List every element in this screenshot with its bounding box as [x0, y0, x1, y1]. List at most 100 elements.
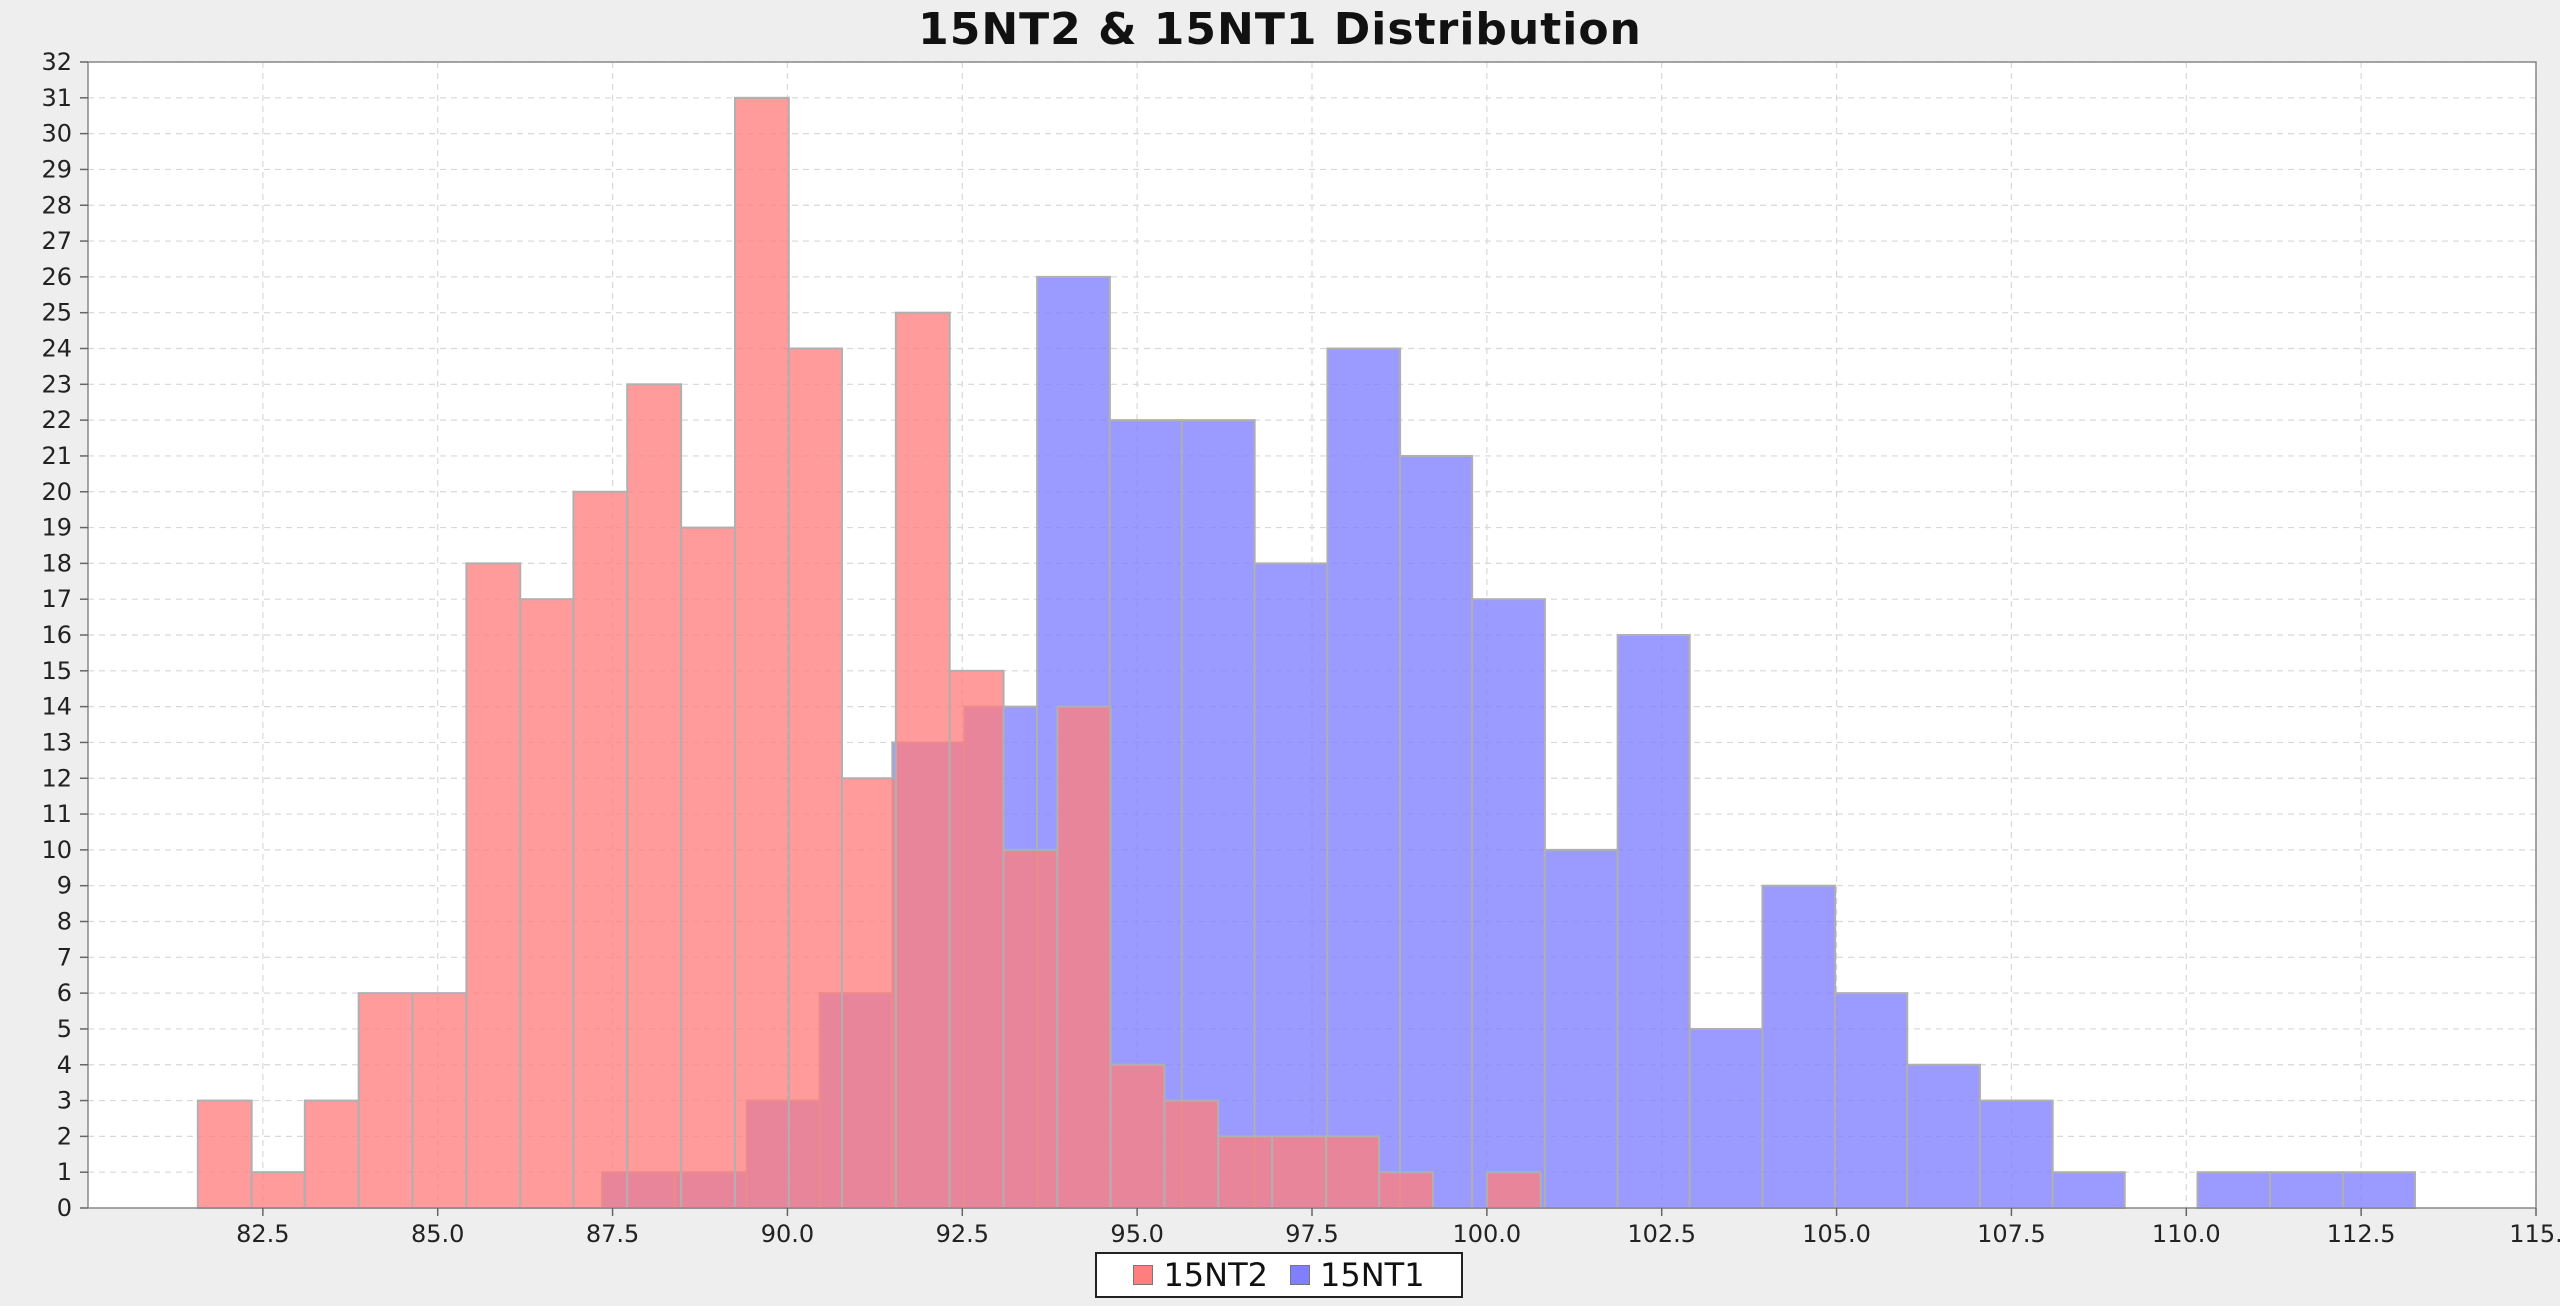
y-tick-label: 6 [57, 979, 72, 1007]
histogram-bar [1109, 1063, 1166, 1209]
y-axis: 0123456789101112131415161718192021222324… [41, 48, 88, 1222]
y-tick-label: 29 [41, 155, 72, 183]
histogram-bar [1378, 1171, 1435, 1209]
histogram-bar [894, 311, 951, 1209]
histogram-bar [519, 598, 575, 1209]
histogram-bar [1761, 884, 1837, 1209]
y-tick-label: 18 [41, 549, 72, 577]
y-tick-label: 26 [41, 263, 72, 291]
y-tick-label: 14 [41, 693, 72, 721]
histogram-bar [626, 383, 683, 1209]
x-tick-label: 100.0 [1452, 1220, 1521, 1248]
legend-swatch-15nt2 [1133, 1265, 1154, 1285]
histogram-bar [1002, 848, 1059, 1209]
y-tick-label: 10 [41, 836, 72, 864]
histogram-bar [1324, 1135, 1381, 1209]
histogram-bar [787, 347, 843, 1209]
histogram-bar [465, 562, 522, 1209]
y-tick-label: 20 [41, 478, 72, 506]
legend-item-15nt1: 15NT1 [1290, 1256, 1425, 1294]
histogram-bar [1163, 1099, 1220, 1209]
x-tick-label: 85.0 [411, 1220, 464, 1248]
x-tick-label: 90.0 [761, 1220, 814, 1248]
histogram-bar [1180, 419, 1256, 1209]
x-tick-label: 110.0 [2152, 1220, 2221, 1248]
histogram-bar [1253, 562, 1329, 1209]
histogram-bars [196, 96, 2416, 1209]
histogram-bar [572, 490, 629, 1209]
histogram-bar [1471, 598, 1546, 1209]
y-tick-label: 31 [41, 84, 72, 112]
legend-swatch-15nt1 [1290, 1265, 1310, 1285]
x-tick-label: 95.0 [1110, 1220, 1163, 1248]
y-tick-label: 24 [41, 335, 72, 363]
y-tick-label: 12 [41, 764, 72, 792]
histogram-bar [196, 1099, 253, 1209]
y-tick-label: 11 [41, 800, 72, 828]
y-tick-label: 4 [57, 1051, 72, 1079]
histogram-bar [250, 1171, 306, 1209]
histogram-bar [1906, 1063, 1981, 1209]
histogram-bar [1217, 1135, 1274, 1209]
x-axis: 82.5 85.0 87.5 90.0 92.5 95.0 97.5 100.0 102.5 10… [236, 1208, 2560, 1248]
y-tick-label: 15 [41, 657, 72, 685]
y-tick-label: 21 [41, 442, 72, 470]
chart-title: 15NT2 & 15NT1 Distribution [918, 4, 1642, 55]
y-tick-label: 1 [57, 1158, 72, 1186]
histogram-bar [840, 777, 897, 1209]
y-tick-label: 16 [41, 621, 72, 649]
y-tick-label: 5 [57, 1015, 72, 1043]
legend-label-15nt2: 15NT2 [1163, 1256, 1268, 1294]
y-tick-label: 17 [41, 585, 72, 613]
histogram-bar [2051, 1171, 2126, 1209]
y-tick-label: 23 [41, 370, 72, 398]
histogram-bar [2196, 1171, 2272, 1209]
y-tick-label: 7 [57, 943, 72, 971]
x-tick-label: 105.0 [1802, 1220, 1871, 1248]
y-tick-label: 22 [41, 406, 72, 434]
x-tick-label: 115. [2509, 1220, 2560, 1248]
histogram-bar [948, 669, 1005, 1209]
histogram-bar [1978, 1099, 2054, 1209]
histogram-bar [1485, 1171, 1542, 1209]
legend: 15NT2 15NT1 [1095, 1252, 1463, 1298]
histogram-bar [411, 992, 468, 1209]
histogram-bar [2269, 1171, 2344, 1209]
x-tick-label: 102.5 [1627, 1220, 1696, 1248]
histogram-bar [733, 96, 790, 1209]
histogram-bar [1271, 1135, 1327, 1209]
histogram-bar [1326, 347, 1402, 1209]
x-tick-label: 107.5 [1977, 1220, 2046, 1248]
y-tick-label: 28 [41, 191, 72, 219]
y-tick-label: 0 [57, 1194, 72, 1222]
histogram-bar [1056, 705, 1112, 1209]
x-tick-label: 97.5 [1285, 1220, 1338, 1248]
x-tick-label: 92.5 [936, 1220, 989, 1248]
x-tick-label: 87.5 [586, 1220, 639, 1248]
x-tick-label: 82.5 [236, 1220, 289, 1248]
legend-item-15nt2: 15NT2 [1133, 1256, 1268, 1294]
y-tick-label: 32 [41, 48, 72, 76]
histogram-bar [1688, 1027, 1764, 1209]
y-tick-label: 27 [41, 227, 72, 255]
y-tick-label: 30 [41, 120, 72, 148]
y-tick-label: 19 [41, 514, 72, 542]
histogram-bar [357, 992, 414, 1209]
y-tick-label: 13 [41, 728, 72, 756]
histogram-bar [1616, 634, 1691, 1209]
histogram-bar [1543, 848, 1619, 1209]
y-tick-label: 9 [57, 872, 72, 900]
histogram-bar [1834, 992, 1909, 1209]
histogram-bar [303, 1099, 360, 1209]
series-15nt1 [601, 275, 2416, 1209]
series-15nt2 [196, 96, 1542, 1209]
y-tick-label: 2 [57, 1122, 72, 1150]
y-tick-label: 25 [41, 299, 72, 327]
y-tick-label: 8 [57, 908, 72, 936]
legend-label-15nt1: 15NT1 [1320, 1256, 1425, 1294]
histogram-bar [2341, 1171, 2416, 1209]
y-tick-label: 3 [57, 1087, 72, 1115]
histogram-bar [680, 526, 736, 1209]
x-tick-label: 112.5 [2327, 1220, 2396, 1248]
